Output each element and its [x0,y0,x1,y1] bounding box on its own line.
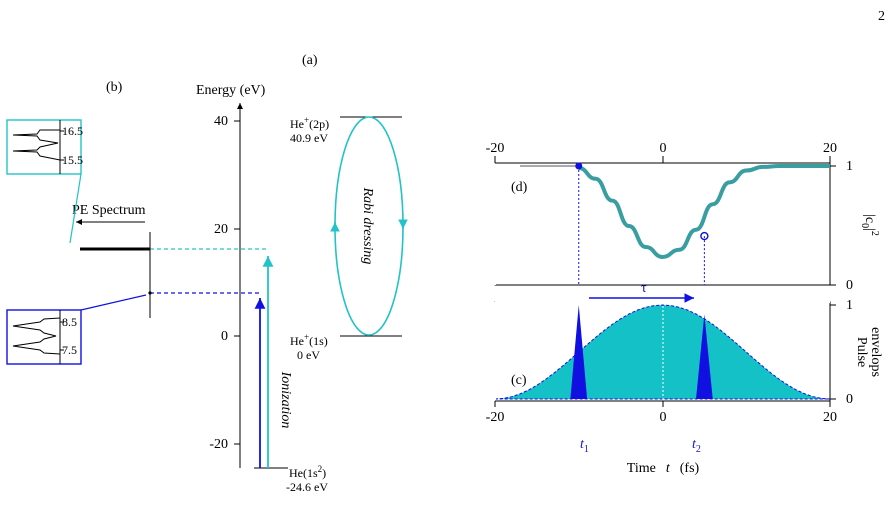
c-ylabel-1: Pulse [854,337,869,367]
d-top-tick: 0 [660,141,667,156]
ionization-label: Ionization [278,371,293,429]
energy-tick-label: 40 [214,114,228,129]
t1-label: t1 [580,437,589,455]
c-bottom-tick: -20 [486,410,505,425]
level-2p-energy: 40.9 eV [290,131,328,145]
inset-top-spectrum [12,129,61,161]
d-top-tick: 20 [823,141,837,156]
c-pulse-1 [570,305,588,399]
panel-b: (b) PE Spectrum 16.5 15.5 8.5 7.5 [6,80,152,365]
inset-top-connector [69,173,82,244]
inset-bottom [6,309,82,365]
panel-d-frame [494,162,831,286]
pe-peak-bottom [148,291,152,295]
inset-bottom-tick: 7.5 [62,343,77,357]
level-1s-name: He+(1s) [290,332,328,348]
d-ylabel: |c0|2 [859,214,880,236]
panel-d: -20 0 20 1 0 |c0|2 (d) [486,141,880,293]
inset-bottom-spectrum [12,317,61,355]
inset-bottom-tick: 8.5 [62,315,77,329]
panel-c-label: (c) [511,373,527,388]
tau-label: τ [641,281,647,296]
energy-tick-label: 20 [214,222,228,237]
level-1s-energy: 0 eV [297,348,320,362]
c-right-tick: 1 [846,298,853,313]
inset-top-tick: 15.5 [62,153,83,167]
inset-top-tick: 16.5 [62,124,83,138]
inset-top [6,119,82,175]
pe-spectrum-label: PE Spectrum [72,203,146,218]
d-right-tick: 1 [846,159,853,174]
inset-bottom-connector [80,294,147,311]
energy-tick-label: 0 [221,329,228,344]
c-ylabel-2: envelops [868,327,883,377]
c-xlabel: Time t (fs) [627,461,700,476]
c-pulse-2 [696,314,713,399]
page-number: 2 [878,9,885,24]
d-right-tick: 0 [846,278,853,293]
c-bottom-tick: 0 [660,410,667,425]
level-2p-name: He+(2p) [290,115,329,131]
energy-tick-label: -20 [209,437,228,452]
t2-label: t2 [692,437,701,455]
panel-a-label: (a) [302,53,318,68]
panel-a: (a) Energy (eV) 40 20 0 -20 He+(2p) 40.9… [150,53,408,494]
energy-axis-label: Energy (eV) [196,83,266,98]
d-top-tick: -20 [486,141,505,156]
c-bottom-tick: 20 [823,410,837,425]
panel-b-label: (b) [106,80,123,95]
rabi-label: Rabi dressing [360,187,375,265]
panel-c: -20 0 20 1 0 Pulse envelops (c) τ t1 t2 … [486,281,883,476]
panel-d-label: (d) [511,180,528,195]
d-curve-thick [578,164,830,260]
level-ground-name: He(1s2) [289,464,326,480]
c-right-tick: 0 [846,392,853,407]
level-ground-energy: -24.6 eV [286,480,328,494]
